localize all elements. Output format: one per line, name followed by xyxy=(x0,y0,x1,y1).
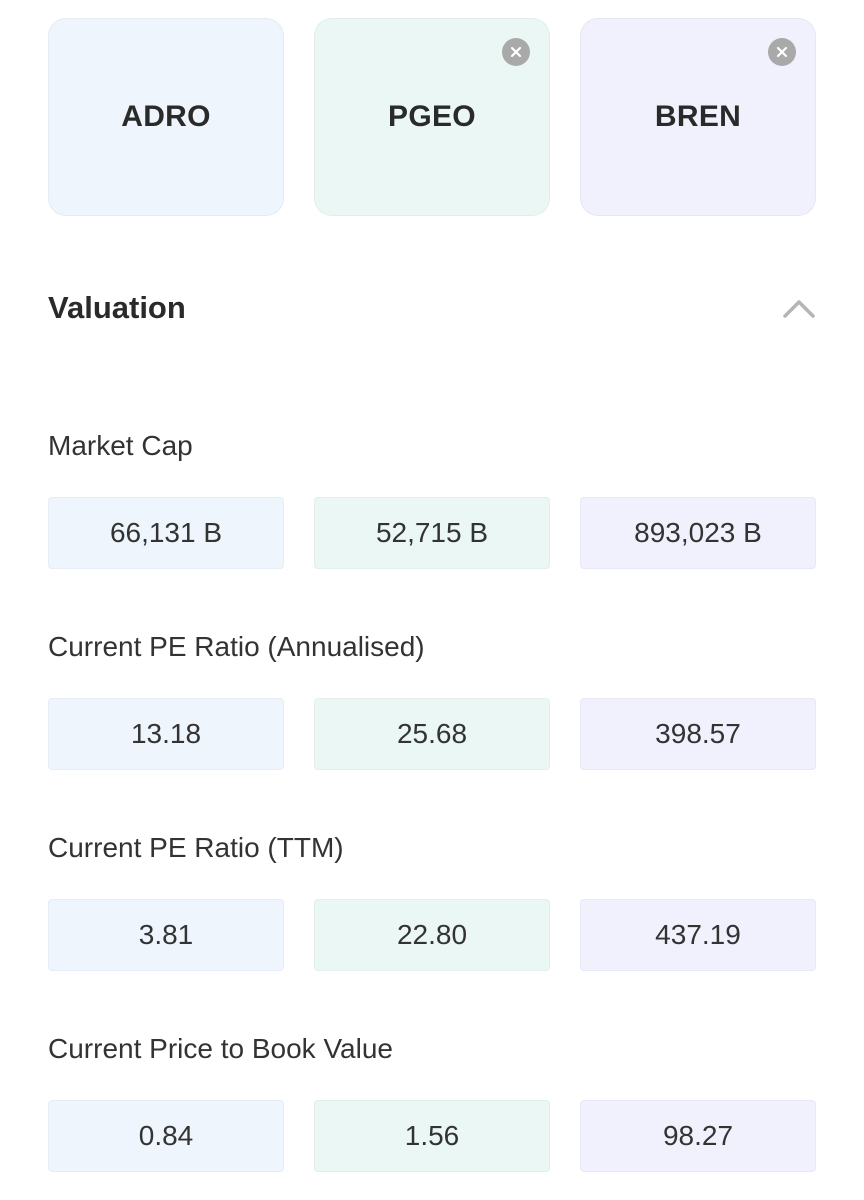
metric-value-pgeo: 1.56 xyxy=(314,1100,550,1172)
metric-value-bren: 398.57 xyxy=(580,698,816,770)
section-title: Valuation xyxy=(48,290,186,325)
metric-value-adro: 13.18 xyxy=(48,698,284,770)
metric-value-bren: 437.19 xyxy=(580,899,816,971)
stock-ticker: ADRO xyxy=(121,100,211,133)
valuation-section-header[interactable]: Valuation xyxy=(48,278,816,340)
stock-card-adro[interactable]: ADRO xyxy=(48,18,284,216)
metric-row-pe-annualised: 13.18 25.68 398.57 xyxy=(48,698,816,770)
metric-row-price-to-book: 0.84 1.56 98.27 xyxy=(48,1100,816,1172)
metric-value-pgeo: 25.68 xyxy=(314,698,550,770)
metric-label-market-cap: Market Cap xyxy=(48,430,193,461)
metric-value-bren: 893,023 B xyxy=(580,497,816,569)
stock-card-bren[interactable]: BREN xyxy=(580,18,816,216)
stock-ticker: BREN xyxy=(654,100,742,133)
remove-stock-button[interactable] xyxy=(768,38,796,66)
metric-label-pe-ttm: Current PE Ratio (TTM) xyxy=(48,832,344,863)
close-icon xyxy=(776,46,788,58)
stock-ticker: PGEO xyxy=(388,100,476,133)
metric-value-bren: 98.27 xyxy=(580,1100,816,1172)
metric-row-market-cap: 66,131 B 52,715 B 893,023 B xyxy=(48,497,816,569)
metric-row-pe-ttm: 3.81 22.80 437.19 xyxy=(48,899,816,971)
close-icon xyxy=(510,46,522,58)
metric-label-pe-annualised: Current PE Ratio (Annualised) xyxy=(48,631,425,662)
metric-label-price-to-book: Current Price to Book Value xyxy=(48,1033,393,1064)
metric-value-pgeo: 22.80 xyxy=(314,899,550,971)
metric-value-adro: 66,131 B xyxy=(48,497,284,569)
chevron-up-icon[interactable] xyxy=(782,292,816,326)
metric-value-pgeo: 52,715 B xyxy=(314,497,550,569)
remove-stock-button[interactable] xyxy=(502,38,530,66)
stock-card-pgeo[interactable]: PGEO xyxy=(314,18,550,216)
metric-value-adro: 0.84 xyxy=(48,1100,284,1172)
stock-cards: ADRO PGEO BREN xyxy=(48,18,816,216)
metric-value-adro: 3.81 xyxy=(48,899,284,971)
